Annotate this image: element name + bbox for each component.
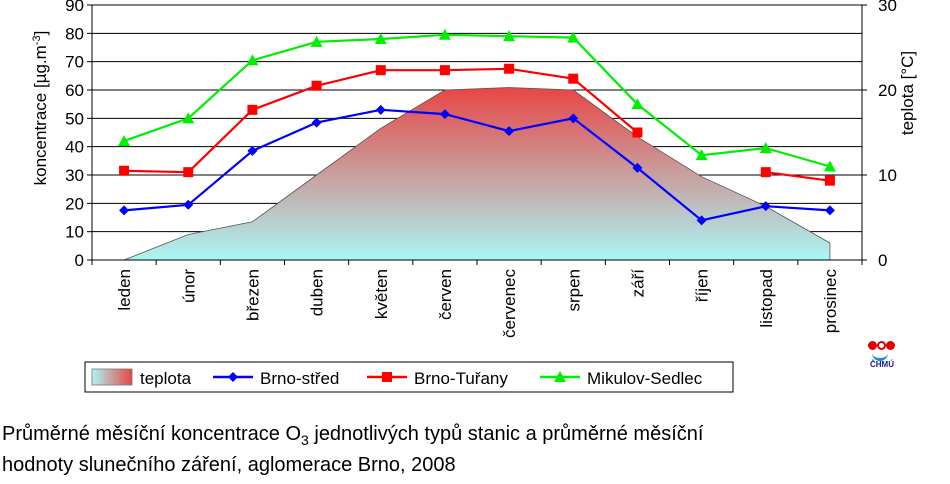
point-brno-st-ed xyxy=(632,162,643,173)
point-mikulov-sedlec xyxy=(631,98,644,110)
x-tick-label: leden xyxy=(115,269,134,311)
point-brno-st-ed xyxy=(183,199,194,210)
x-tick-label: srpen xyxy=(564,269,583,312)
y-axis-label-end: ] xyxy=(31,31,50,36)
legend-frame xyxy=(84,361,734,393)
y2-tick-label: 30 xyxy=(878,0,897,15)
legend-label-brno-turany: Brno-Tuřany xyxy=(414,369,508,388)
point-brno-st-ed xyxy=(119,205,130,216)
x-tick-label: září xyxy=(628,269,647,298)
point-mikulov-sedlec xyxy=(759,142,772,154)
figure-caption: Průměrné měsíční koncentrace O3 jednotli… xyxy=(2,422,942,478)
caption-subscript: 3 xyxy=(301,432,309,448)
point-brno-tu-any xyxy=(632,127,643,138)
logo-dot-left xyxy=(868,341,877,350)
x-tick-label: únor xyxy=(179,269,198,303)
point-mikulov-sedlec xyxy=(823,160,836,172)
x-tick-label: červen xyxy=(436,269,455,320)
point-mikulov-sedlec xyxy=(118,135,131,146)
point-brno-st-ed xyxy=(504,126,515,137)
point-mikulov-sedlec xyxy=(374,33,387,44)
chmu-logo: ČHMÚ xyxy=(866,341,898,371)
y-tick-label: 50 xyxy=(65,109,84,128)
point-brno-tu-any xyxy=(439,65,450,76)
point-brno-tu-any xyxy=(568,73,579,84)
y-tick-label: 90 xyxy=(65,0,84,15)
y-tick-label: 70 xyxy=(65,53,84,72)
x-tick-label: prosinec xyxy=(821,269,840,334)
legend: teplota Brno-střed Brno-Tuřany Mikulov-S… xyxy=(84,361,734,393)
legend-label-mikulov-sedlec: Mikulov-Sedlec xyxy=(587,369,703,388)
logo-text: ČHMÚ xyxy=(870,360,894,369)
legend-marker-mikulov-sedlec xyxy=(554,371,566,382)
y-axis-label: koncentrace [µg.m-3] xyxy=(31,31,50,186)
point-mikulov-sedlec xyxy=(182,112,195,124)
caption-line-1: Průměrné měsíční koncentrace O3 jednotli… xyxy=(2,422,942,453)
point-brno-tu-any xyxy=(824,175,835,186)
caption-line-2: hodnoty slunečního záření, aglomerace Br… xyxy=(2,454,456,476)
point-brno-st-ed xyxy=(375,104,386,115)
point-brno-st-ed xyxy=(696,215,707,226)
point-brno-tu-any xyxy=(760,167,771,178)
x-tick-label: listopad xyxy=(757,269,776,328)
ozone-temperature-chart: 0 10 20 30 40 50 60 70 80 90 0 10 20 30 leden únor březe… xyxy=(31,0,917,393)
legend-marker-brno-turany xyxy=(382,372,392,382)
point-mikulov-sedlec xyxy=(246,54,259,66)
y-axis-label-sup: -3 xyxy=(31,35,43,45)
y-tick-label: 10 xyxy=(65,223,84,242)
logo-dot-right xyxy=(886,341,895,350)
y2-tick-label: 10 xyxy=(878,166,897,185)
point-mikulov-sedlec xyxy=(310,35,323,47)
legend-swatch-teplota xyxy=(91,368,133,386)
x-tick-label: březen xyxy=(243,269,262,321)
point-brno-tu-any xyxy=(375,65,386,76)
y-tick-label: 0 xyxy=(75,251,84,270)
point-mikulov-sedlec xyxy=(567,31,580,43)
point-mikulov-sedlec xyxy=(695,149,708,161)
x-tick-label: květen xyxy=(372,269,391,319)
point-brno-st-ed xyxy=(760,201,771,212)
point-brno-st-ed xyxy=(247,145,258,156)
y-tick-label: 80 xyxy=(65,24,84,43)
series-area-teplota xyxy=(123,87,831,261)
y2-tick-label: 0 xyxy=(878,251,887,270)
series-line-brno-tu-any xyxy=(765,171,831,182)
legend-marker-brno-stred xyxy=(228,372,238,382)
y-tick-label: 60 xyxy=(65,81,84,100)
x-tick-label: duben xyxy=(308,269,327,316)
x-tick-label: říjen xyxy=(693,269,712,302)
y-tick-label: 40 xyxy=(65,138,84,157)
y2-tick-label: 20 xyxy=(878,81,897,100)
point-brno-st-ed xyxy=(568,113,579,124)
point-brno-st-ed xyxy=(311,117,322,128)
caption-line-1-post: jednotlivých typů stanic a průměrné měsí… xyxy=(308,423,704,445)
point-brno-tu-any xyxy=(247,104,258,115)
point-brno-st-ed xyxy=(824,205,835,216)
x-tick-label: červenec xyxy=(500,269,519,338)
y-axis-label-base: koncentrace [µg.m xyxy=(31,45,50,185)
point-mikulov-sedlec xyxy=(438,28,451,40)
series-line-brno-st-ed xyxy=(124,108,830,222)
y2-axis-label: teplota [°C] xyxy=(898,51,917,135)
logo-wave xyxy=(872,352,888,361)
legend-label-brno-stred: Brno-střed xyxy=(260,369,339,388)
point-brno-tu-any xyxy=(311,80,322,91)
y-tick-label: 20 xyxy=(65,194,84,213)
legend-label-teplota: teplota xyxy=(140,369,192,388)
point-brno-tu-any xyxy=(119,165,130,176)
logo-ring-middle xyxy=(877,341,886,350)
series-line-mikulov-sedlec xyxy=(123,33,831,168)
point-brno-tu-any xyxy=(183,167,194,178)
y-tick-label: 30 xyxy=(65,166,84,185)
point-mikulov-sedlec xyxy=(503,30,516,42)
caption-line-1-pre: Průměrné měsíční koncentrace O xyxy=(2,423,302,445)
point-brno-tu-any xyxy=(504,63,515,74)
point-brno-st-ed xyxy=(439,109,450,120)
